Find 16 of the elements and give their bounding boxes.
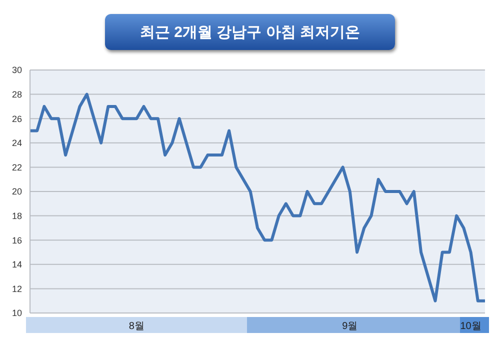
x-tick-label: 8월 — [128, 321, 144, 332]
line-series — [30, 92, 485, 302]
y-tick-label: 14 — [12, 260, 22, 270]
y-tick-label: 18 — [12, 210, 22, 221]
y-tick-label: 30 — [12, 65, 22, 76]
y-tick-label: 24 — [12, 138, 22, 148]
chart-title: 최근 2개월 강남구 아침 최저기온 — [105, 14, 395, 50]
y-tick-label: 28 — [12, 89, 22, 100]
y-tick-label: 20 — [12, 186, 22, 197]
y-tick-label: 16 — [12, 235, 22, 246]
y-tick-label: 12 — [12, 284, 22, 294]
x-tick-label: 10월 — [460, 321, 482, 332]
y-tick-label: 22 — [12, 162, 22, 172]
x-tick-label: 9월 — [342, 321, 358, 332]
y-tick-label: 10 — [12, 308, 22, 318]
y-tick-label: 26 — [12, 114, 22, 124]
